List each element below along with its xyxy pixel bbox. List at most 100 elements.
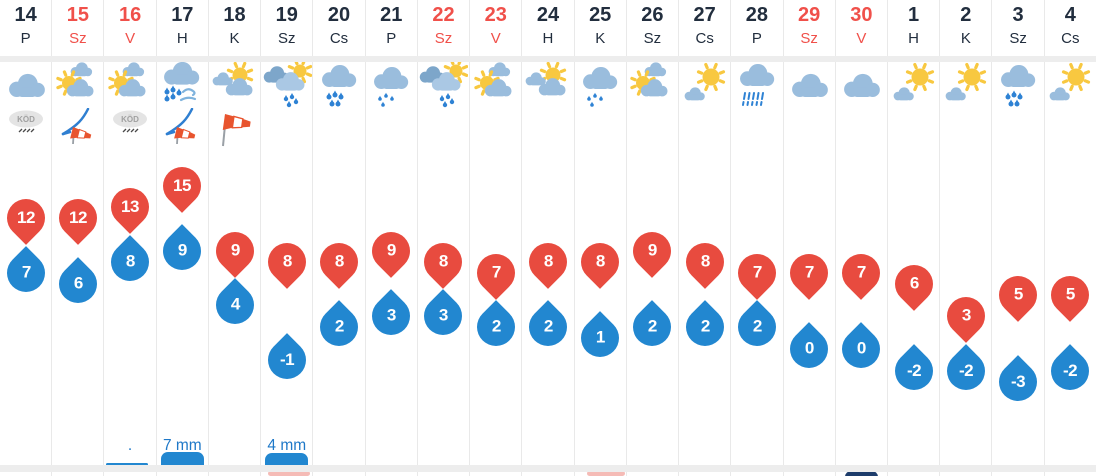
sun-cloud-icon — [523, 61, 573, 110]
max-temp-value: 8 — [282, 251, 292, 271]
cutoff-next-row-pin-icon — [587, 471, 625, 476]
drizzle-icon — [575, 62, 625, 110]
max-temp-value: 8 — [700, 251, 710, 271]
min-temp-value: -3 — [1011, 371, 1026, 391]
day-column-25[interactable]: 25 K 8 1 — [573, 0, 628, 476]
min-temp-value: -1 — [279, 349, 294, 369]
min-temp-value: 2 — [543, 317, 553, 337]
day-column-19[interactable]: 19 Sz 8 -1 4 mm — [259, 0, 314, 476]
day-name: P — [386, 30, 397, 47]
min-temp-marker: 6 — [50, 256, 105, 311]
min-temp-marker: 0 — [782, 322, 836, 376]
max-temp-marker: 12 — [50, 191, 105, 246]
min-temp-marker: 2 — [677, 300, 732, 355]
day-column-22[interactable]: 22 Sz 8 3 — [416, 0, 471, 476]
max-temp-marker: 8 — [521, 234, 575, 289]
day-name: P — [20, 30, 31, 47]
min-temp-value: 2 — [491, 317, 501, 337]
min-temp-value: 9 — [177, 240, 187, 260]
day-name: K — [595, 30, 606, 47]
max-temp-value: 8 — [595, 251, 605, 271]
drizzle-icon — [366, 62, 416, 110]
day-number: 19 — [275, 4, 298, 26]
day-column-20[interactable]: 20 Cs 8 2 — [312, 0, 366, 476]
mostly-sunny-icon — [680, 62, 730, 110]
day-number: 24 — [536, 4, 560, 26]
day-column-23[interactable]: 23 V 7 2 — [468, 0, 523, 476]
day-column-21[interactable]: 21 P 9 3 — [364, 0, 419, 476]
day-column-27[interactable]: 27 Cs 8 2 — [677, 0, 732, 476]
day-column-2[interactable]: 2 K 3 -2 — [938, 0, 993, 476]
day-column-26[interactable]: 26 Sz 9 2 — [625, 0, 680, 476]
min-temp-marker: -2 — [1043, 343, 1096, 398]
day-column-30[interactable]: 30 V 7 0 — [834, 0, 889, 476]
min-temp-value: 2 — [647, 317, 657, 337]
day-column-24[interactable]: 24 H 8 2 — [521, 0, 575, 476]
day-number: 14 — [14, 4, 37, 26]
day-number: 18 — [223, 4, 246, 26]
max-temp-marker: 13 — [103, 180, 157, 235]
min-temp-marker: 3 — [416, 289, 471, 344]
max-temp-value: 12 — [16, 208, 35, 228]
day-name: H — [908, 30, 920, 47]
max-temp-value: 6 — [909, 273, 919, 293]
day-number: 2 — [960, 4, 972, 26]
rain-wind-icon — [157, 61, 207, 110]
header-separator-band — [0, 56, 1096, 62]
min-temp-value: 7 — [21, 262, 31, 282]
day-column-28[interactable]: 28 P 7 2 — [730, 0, 784, 476]
day-number: 3 — [1012, 4, 1024, 26]
sun-showers-icon — [418, 58, 469, 110]
max-temp-value: 9 — [230, 240, 240, 260]
partly-cloudy-icon — [53, 62, 103, 110]
svg-text:KÖD: KÖD — [121, 115, 139, 124]
day-column-3[interactable]: 3 Sz 5 -3 — [991, 0, 1045, 476]
mostly-sunny-icon — [889, 62, 939, 110]
day-column-4[interactable]: 4 Cs 5 -2 — [1043, 0, 1096, 476]
rain-icon — [314, 62, 364, 110]
day-column-29[interactable]: 29 Sz 7 0 — [782, 0, 836, 476]
max-temp-value: 13 — [121, 197, 140, 217]
day-number: 23 — [484, 4, 507, 26]
max-temp-marker: 12 — [0, 191, 53, 246]
day-number: 25 — [589, 4, 612, 26]
max-temp-marker: 7 — [782, 245, 836, 300]
day-number: 28 — [745, 4, 769, 26]
min-temp-marker: -1 — [259, 333, 314, 387]
footer-separator-band — [0, 465, 1096, 472]
max-temp-marker: 3 — [938, 289, 993, 344]
day-name: Sz — [434, 30, 453, 47]
partly-cloudy-icon — [105, 62, 155, 110]
min-temp-value: 0 — [804, 339, 814, 358]
partly-cloudy-icon — [627, 62, 677, 110]
max-temp-value: 15 — [173, 175, 192, 195]
max-temp-value: 8 — [439, 251, 448, 271]
day-name: Cs — [1061, 30, 1080, 47]
day-column-1[interactable]: 1 H 6 -2 — [886, 0, 941, 476]
day-name: Sz — [278, 30, 296, 47]
day-name: H — [542, 30, 554, 47]
day-column-17[interactable]: 17 H 15 9 7 mm — [155, 0, 210, 476]
precip-amount-label: 7 mm — [162, 437, 202, 454]
cloudy-icon — [1, 62, 51, 110]
day-column-18[interactable]: 18 K 9 4 — [207, 0, 262, 476]
day-column-14[interactable]: 14 P KÖD 12 7 — [0, 0, 53, 476]
day-number: 29 — [798, 4, 821, 26]
min-temp-value: 6 — [73, 273, 83, 293]
min-temp-value: 2 — [700, 317, 710, 337]
max-temp-value: 7 — [856, 262, 866, 282]
gust-icon — [160, 107, 204, 150]
precip-bar — [160, 452, 204, 466]
max-temp-value: 5 — [1065, 284, 1075, 304]
min-temp-marker: 2 — [730, 300, 784, 355]
day-column-16[interactable]: 16 V KÖD 13 8. — [103, 0, 157, 476]
partly-cloudy-icon — [471, 62, 521, 110]
min-temp-marker: 1 — [573, 311, 628, 365]
min-temp-marker: 9 — [155, 224, 210, 278]
max-temp-marker: 9 — [364, 224, 419, 278]
min-temp-marker: -3 — [991, 354, 1045, 409]
max-temp-value: 9 — [386, 240, 396, 260]
day-column-15[interactable]: 15 Sz 12 6 — [50, 0, 105, 476]
